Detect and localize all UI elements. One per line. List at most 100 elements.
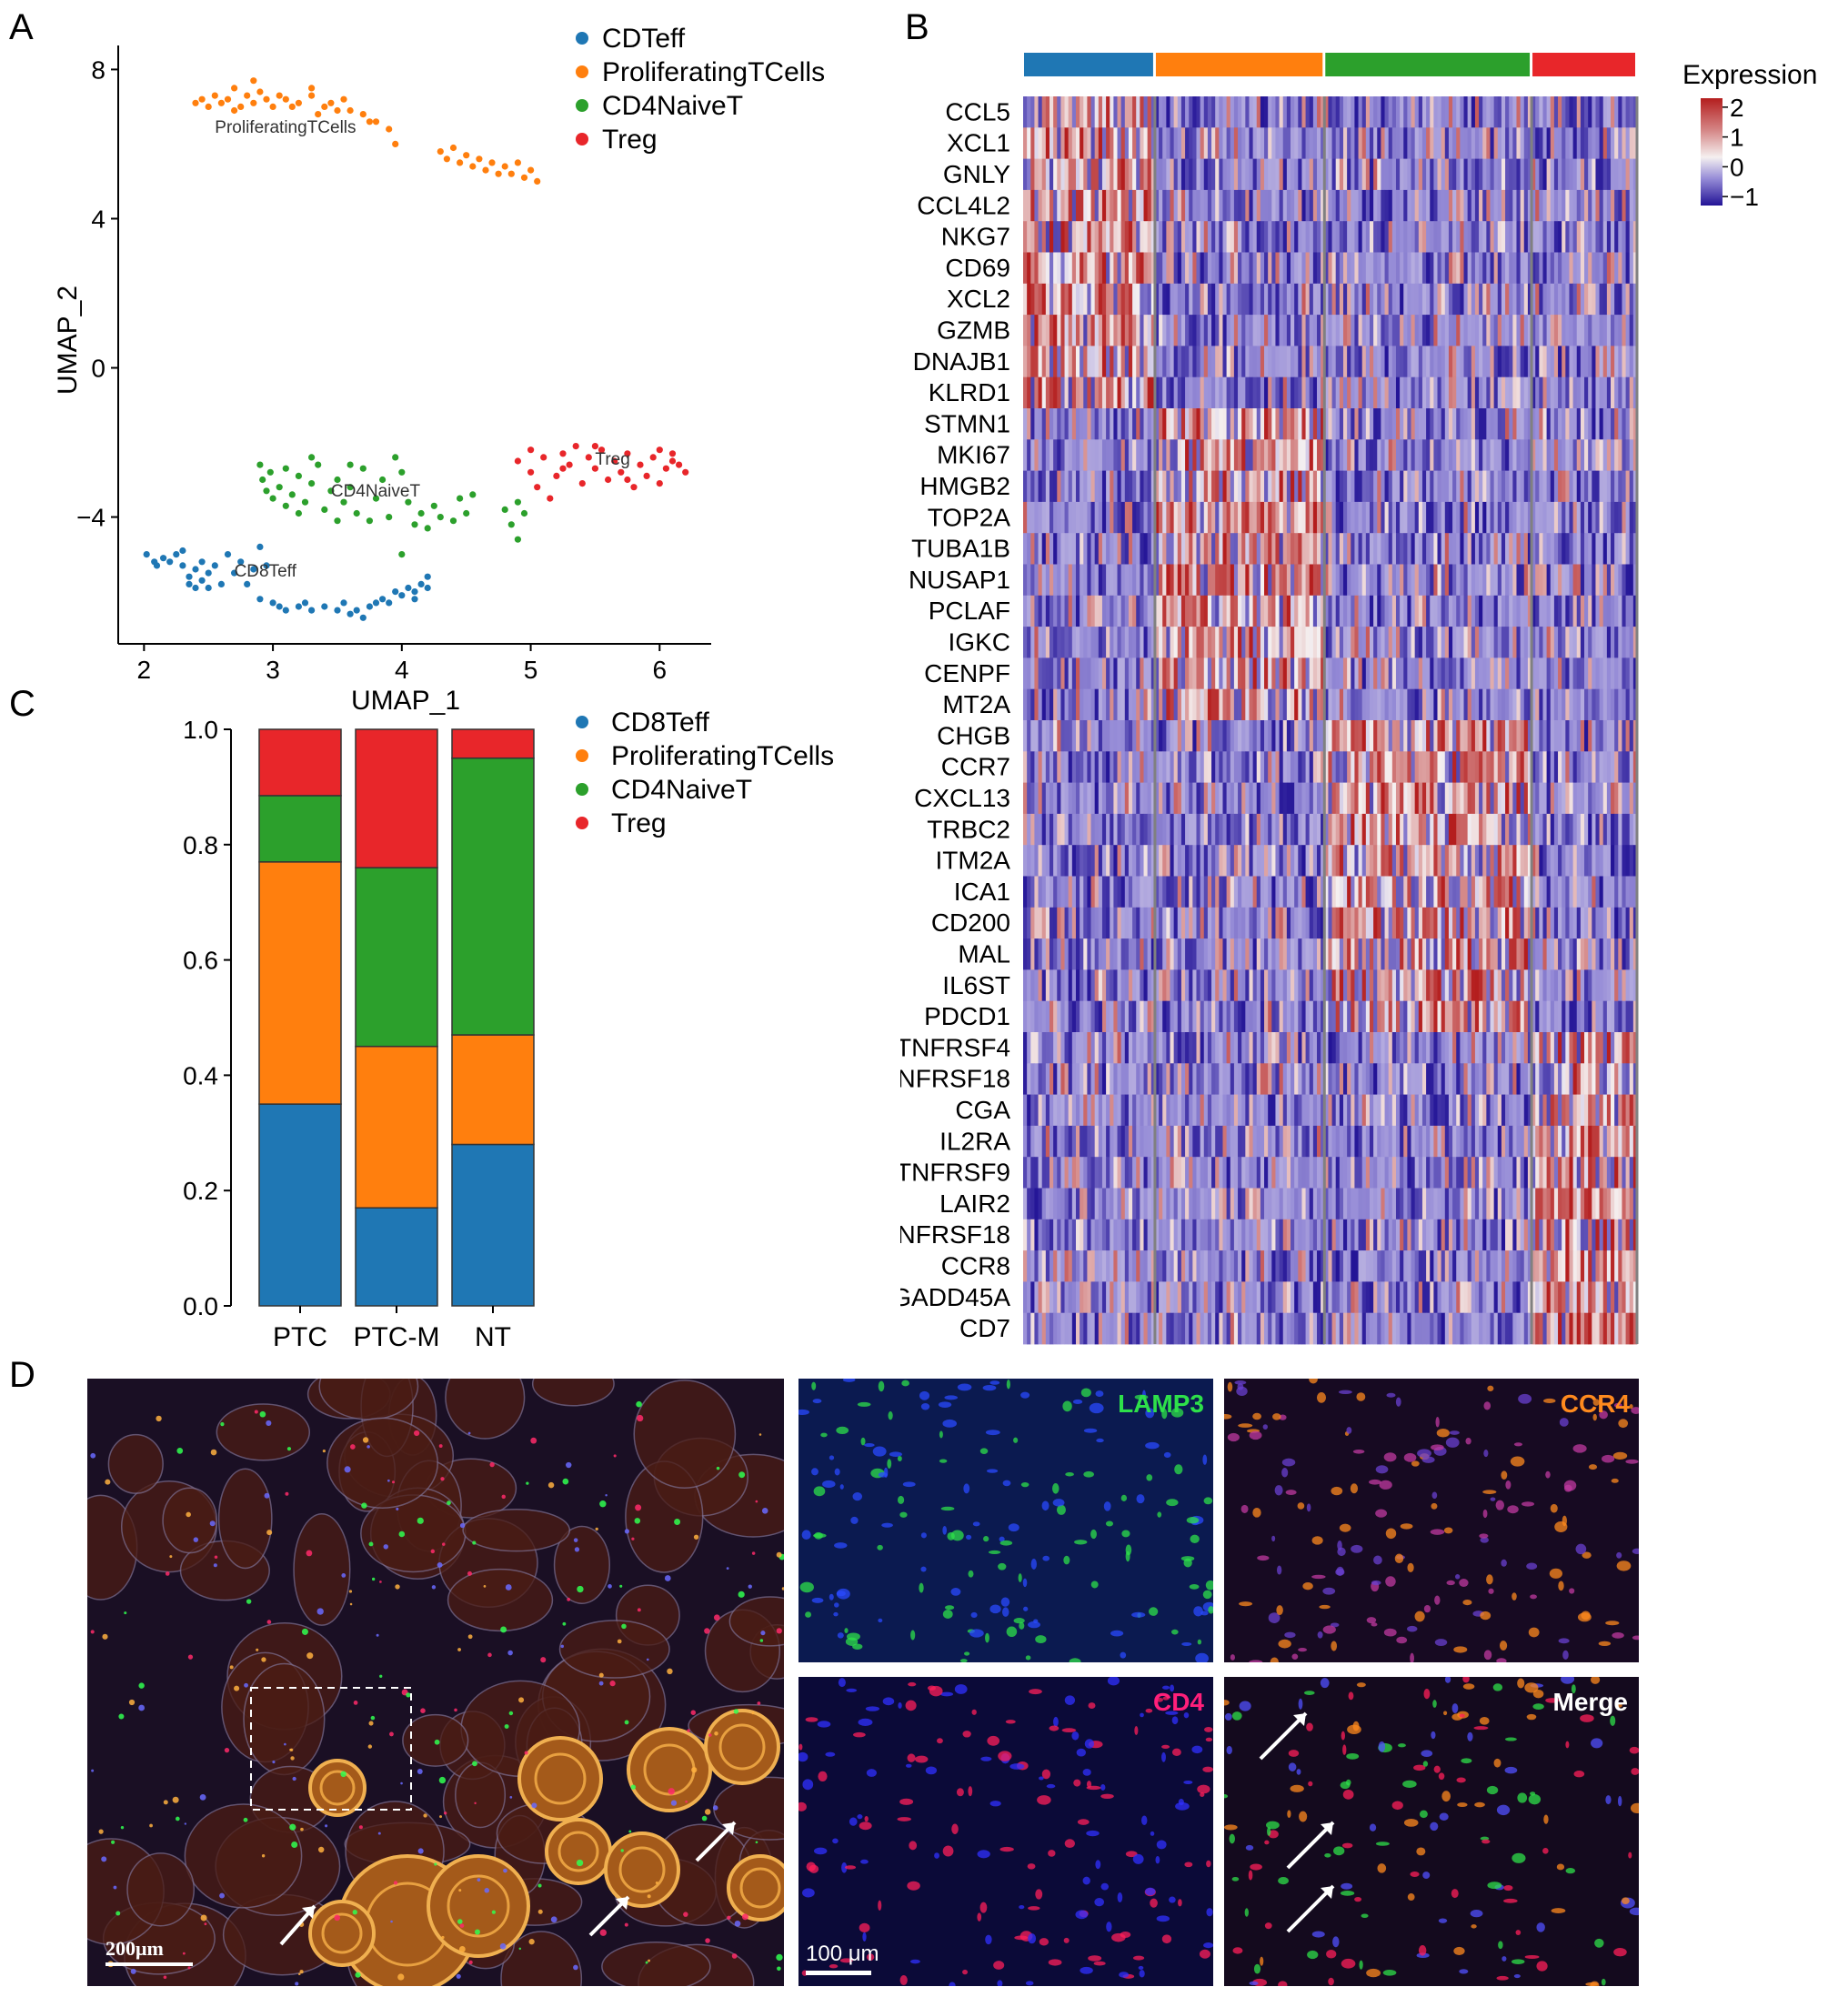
heatmap-cell: [1553, 346, 1559, 378]
heatmap-cell: [1444, 158, 1450, 191]
heatmap-cell: [1173, 501, 1179, 534]
heatmap-cell: [1622, 252, 1626, 285]
heatmap-cell: [1550, 189, 1555, 222]
heatmap-cell: [1045, 127, 1050, 159]
heatmap-cell: [1147, 845, 1152, 877]
heatmap-cell: [1045, 938, 1050, 970]
heatmap-cell: [1180, 127, 1186, 159]
heatmap-cell: [1527, 376, 1532, 409]
heatmap-cell: [1147, 876, 1152, 908]
heatmap-cell: [1388, 315, 1393, 346]
heatmap-cell: [1252, 252, 1258, 285]
heatmap-cell: [1049, 657, 1054, 690]
heatmap-cell: [1053, 782, 1058, 815]
heatmap-cell: [1098, 501, 1103, 534]
heatmap-cell: [1339, 408, 1344, 440]
heatmap-cell: [1369, 408, 1374, 440]
heatmap-cell: [1407, 938, 1411, 970]
heatmap-cell: [1430, 938, 1434, 970]
heatmap-cell: [1592, 252, 1596, 285]
heatmap-cell: [1381, 876, 1385, 908]
heatmap-cell: [1542, 315, 1548, 346]
heatmap-cell: [1041, 751, 1047, 783]
heatmap-cell: [1241, 439, 1246, 471]
heatmap-cell: [1527, 252, 1532, 285]
heatmap-cell: [1064, 189, 1070, 222]
heatmap-cell: [1200, 627, 1205, 658]
heatmap-cell: [1576, 813, 1582, 846]
heatmap-cell: [1173, 720, 1179, 752]
heatmap-cell: [1245, 813, 1250, 846]
heatmap-cell: [1045, 657, 1050, 690]
heatmap-cell: [1324, 720, 1329, 752]
heatmap-cell: [1602, 782, 1608, 815]
heatmap-cell: [1400, 720, 1404, 752]
heatmap-cell: [1569, 688, 1573, 721]
heatmap-cell: [1230, 439, 1235, 471]
heatmap-cell: [1196, 501, 1201, 534]
heatmap-cell: [1342, 533, 1348, 565]
heatmap-cell: [1456, 96, 1461, 128]
heatmap-cell: [1177, 408, 1182, 440]
heatmap-cell: [1162, 751, 1167, 783]
heatmap-cell: [1060, 907, 1065, 939]
heatmap-cell: [1170, 96, 1175, 128]
heatmap-cell: [1501, 127, 1506, 159]
heatmap-cell: [1441, 189, 1446, 222]
heatmap-cell: [1527, 938, 1532, 970]
heatmap-cell: [1456, 408, 1461, 440]
heatmap-cell: [1486, 657, 1491, 690]
heatmap-cell: [1562, 376, 1566, 409]
heatmap-cell: [1588, 751, 1592, 783]
heatmap-cell: [1094, 533, 1100, 565]
heatmap-cell: [1456, 564, 1461, 597]
heatmap-cell: [1479, 533, 1483, 565]
heatmap-cell: [1068, 501, 1073, 534]
heatmap-cell: [1215, 189, 1220, 222]
heatmap-cell: [1177, 221, 1182, 253]
heatmap-cell: [1486, 845, 1491, 877]
heatmap-cell: [1256, 720, 1261, 752]
heatmap-cell: [1154, 315, 1160, 346]
heatmap-cell: [1034, 439, 1039, 471]
heatmap-cell: [1080, 564, 1084, 597]
heatmap-cell: [1520, 346, 1525, 378]
heatmap-cell: [1222, 252, 1228, 285]
heatmap-cell: [1550, 969, 1555, 1002]
heatmap-cell: [1546, 470, 1552, 503]
heatmap-cell: [1482, 876, 1487, 908]
heatmap-cell: [1132, 845, 1137, 877]
heatmap-cell: [1271, 189, 1276, 222]
heatmap-cell: [1482, 845, 1487, 877]
heatmap-cell: [1553, 221, 1559, 253]
heatmap-cell: [1381, 533, 1385, 565]
heatmap-cell: [1611, 564, 1615, 597]
heatmap-cell: [1606, 876, 1612, 908]
heatmap-cell: [1064, 845, 1070, 877]
heatmap-cell: [1291, 876, 1295, 908]
heatmap-cell: [1154, 408, 1160, 440]
heatmap-cell: [1159, 189, 1163, 222]
heatmap-cell: [1260, 657, 1265, 690]
heatmap-cell: [1622, 283, 1626, 316]
heatmap-cell: [1136, 252, 1140, 285]
heatmap-cell: [1090, 346, 1096, 378]
heatmap-cell: [1377, 315, 1381, 346]
heatmap-cell: [1094, 969, 1100, 1002]
heatmap-cell: [1377, 876, 1381, 908]
heatmap-cell: [1460, 751, 1464, 783]
heatmap-cell: [1479, 189, 1483, 222]
heatmap-cell: [1430, 595, 1434, 627]
heatmap-cell: [1523, 751, 1529, 783]
heatmap-cell: [1602, 751, 1608, 783]
heatmap-cell: [1384, 720, 1390, 752]
heatmap-cell: [1441, 938, 1446, 970]
heatmap-cell: [1245, 969, 1250, 1002]
heatmap-cell: [1196, 688, 1201, 721]
heatmap-gene-label: CCL5: [945, 97, 1010, 125]
heatmap-cell: [1391, 501, 1397, 534]
heatmap-cell: [1576, 189, 1582, 222]
umap-point: [263, 562, 270, 569]
heatmap-cell: [1162, 876, 1167, 908]
heatmap-cell: [1211, 907, 1216, 939]
